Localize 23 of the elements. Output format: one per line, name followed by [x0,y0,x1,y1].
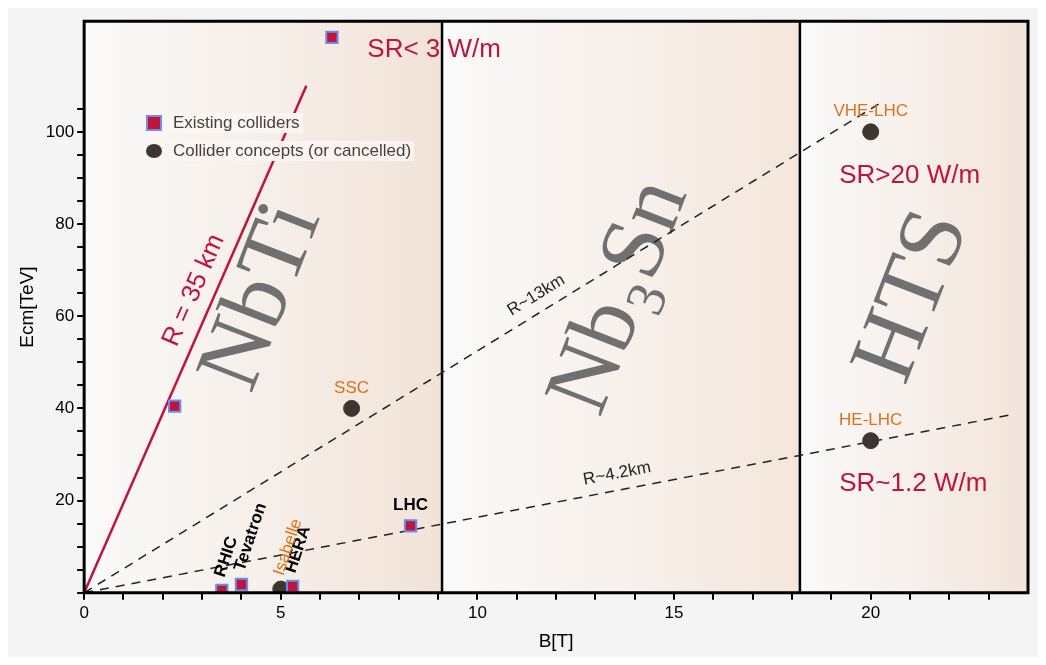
y-tick-label: 80 [55,213,75,233]
x-tick-label: 10 [467,602,487,622]
x-tick-label: 15 [664,602,684,622]
data-label: LHC [393,495,429,515]
x-axis-title: B[T] [538,629,574,651]
y-tick-label: 40 [55,398,75,418]
annotation: SR~1.2 W/m [839,467,988,498]
legend-label: Collider concepts (or cancelled) [170,141,415,161]
annotation: SR< 3 W/m [367,32,501,63]
annotation: SR>20 W/m [839,158,981,189]
band-label: HTS [828,195,987,394]
x-tick-label: 0 [79,602,89,622]
data-label: VHE-LHC [833,101,909,121]
y-tick-label: 60 [55,305,75,325]
x-tick-label: 20 [861,602,881,622]
data-label: SSC [334,377,370,397]
x-tick-label: 5 [276,602,286,622]
y-tick-label: 100 [45,121,75,141]
legend-label: Existing colliders [170,113,303,133]
text: R~4.2km [581,457,653,489]
y-tick-label: 20 [55,490,75,510]
data-label: HE-LHC [839,409,903,429]
y-axis-title: Ecm[TeV] [15,266,37,348]
